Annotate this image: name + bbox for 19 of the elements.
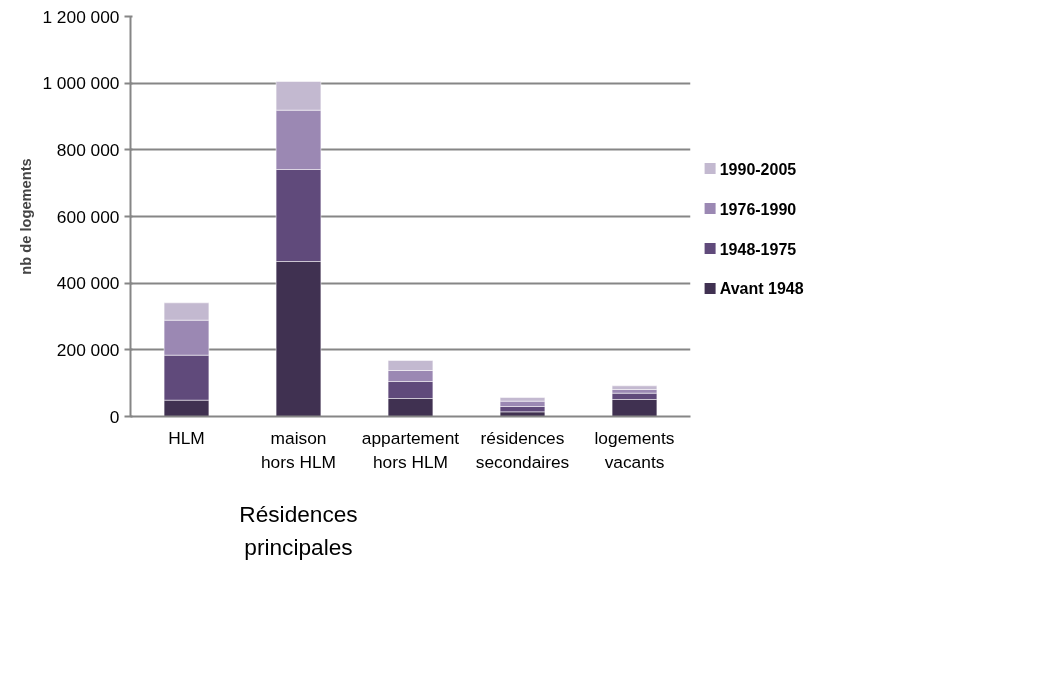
- y-axis-title: nb de logements: [18, 158, 35, 275]
- x-tick-label: logements vacants: [594, 427, 675, 472]
- x-tick-label: maison hors HLM: [260, 427, 337, 472]
- x-tick-label: résidences secondaires: [475, 427, 570, 472]
- y-tick-label: 1 000 000: [42, 73, 120, 94]
- y-tick-label: 200 000: [56, 339, 120, 360]
- legend-label: 1990-2005: [719, 160, 797, 178]
- y-tick-label: 400 000: [56, 273, 120, 294]
- legend-label: Avant 1948: [719, 280, 804, 297]
- y-tick-label: 800 000: [56, 139, 120, 160]
- text: Résidences principales: [239, 500, 358, 561]
- bar: [611, 385, 658, 390]
- legend-label: 1948-1975: [719, 240, 797, 258]
- y-tick-label: 1 200 000: [42, 6, 120, 27]
- y-tick-label: 600 000: [56, 206, 120, 227]
- x-tick-label: appartement hors HLM: [361, 427, 460, 472]
- legend-label: 1976-1990: [719, 200, 797, 218]
- y-tick-label: 0: [109, 406, 120, 427]
- x-tick-label: HLM: [168, 427, 205, 448]
